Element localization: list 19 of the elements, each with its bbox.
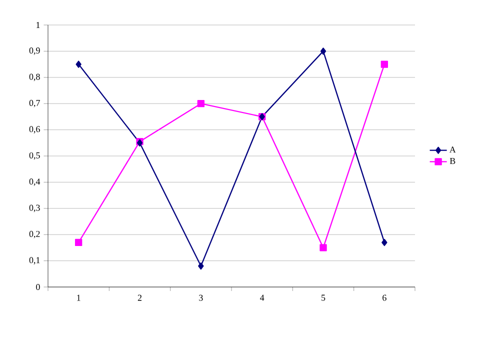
y-tick-label: 0,5 (29, 152, 40, 160)
y-tick-label: 0,9 (29, 48, 40, 55)
y-tick-label: 0,1 (29, 257, 40, 264)
y-tick-label: 0,4 (29, 178, 40, 186)
y-tick-label: 0,7 (29, 100, 40, 108)
x-tick-label: 2 (138, 294, 142, 301)
x-tick-label: 6 (382, 294, 386, 301)
x-tick-label: 4 (260, 294, 264, 301)
y-tick-label: 0,2 (29, 230, 40, 238)
y-tick-label: 0,6 (29, 126, 40, 134)
y-tick-label: 0,3 (29, 204, 40, 212)
x-tick-label: 5 (322, 294, 326, 301)
y-tick-label: 1 (36, 22, 40, 28)
legend-label: A (449, 146, 456, 153)
legend-label: B (450, 158, 456, 164)
x-tick-label: 3 (199, 294, 203, 301)
y-tick-label: 0,8 (29, 74, 40, 82)
x-tick-label: 1 (77, 294, 80, 301)
y-tick-label: 0 (36, 284, 40, 290)
